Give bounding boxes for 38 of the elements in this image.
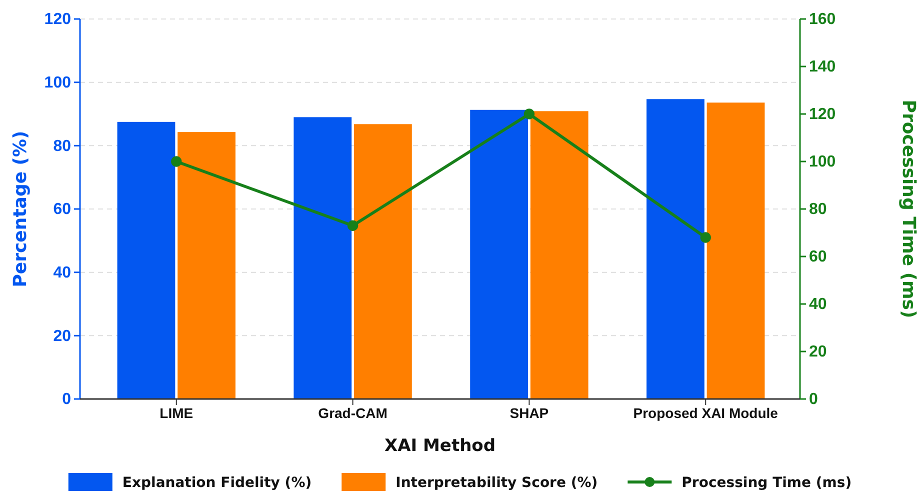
x-axis-title: XAI Method — [384, 436, 496, 456]
y2-tick-label: 60 — [809, 248, 827, 266]
y2-tick-label: 40 — [809, 296, 827, 314]
bar — [294, 117, 352, 399]
y2-axis-title: Processing Time (ms) — [898, 100, 919, 318]
point — [347, 220, 358, 231]
y-tick-label: 80 — [53, 138, 72, 155]
bar — [530, 111, 588, 399]
y-tick-label: 100 — [44, 74, 72, 92]
y2-tick-label: 0 — [809, 391, 818, 408]
bar — [646, 99, 704, 399]
x-tick-label: SHAP — [510, 404, 549, 421]
x-tick-label: LIME — [160, 404, 194, 421]
legend-label: Explanation Fidelity (%) — [122, 475, 312, 491]
y2-tick-label: 20 — [809, 344, 827, 361]
point — [700, 232, 711, 243]
bar — [706, 102, 765, 399]
bar — [117, 122, 176, 399]
y-tick-label: 20 — [53, 328, 72, 345]
legend-label: Processing Time (ms) — [682, 475, 852, 491]
y-axis-title: Percentage (%) — [10, 130, 31, 288]
y-tick-label: 120 — [44, 11, 72, 28]
bar — [178, 132, 236, 399]
legend-label: Interpretability Score (%) — [396, 475, 598, 491]
y2-tick-label: 160 — [809, 11, 836, 28]
point — [171, 156, 182, 167]
y2-tick-label: 80 — [809, 201, 827, 218]
bar — [354, 124, 412, 399]
x-tick-label: Proposed XAI Module — [633, 404, 778, 421]
x-tick-label: Grad-CAM — [318, 404, 388, 421]
y-tick-label: 40 — [53, 264, 72, 282]
bar — [470, 110, 528, 399]
y2-tick-label: 100 — [809, 154, 836, 171]
y-tick-label: 0 — [62, 391, 72, 408]
y-tick-label: 60 — [53, 201, 72, 218]
y2-tick-label: 140 — [809, 58, 836, 76]
point — [524, 108, 535, 120]
y2-tick-label: 120 — [809, 106, 836, 124]
